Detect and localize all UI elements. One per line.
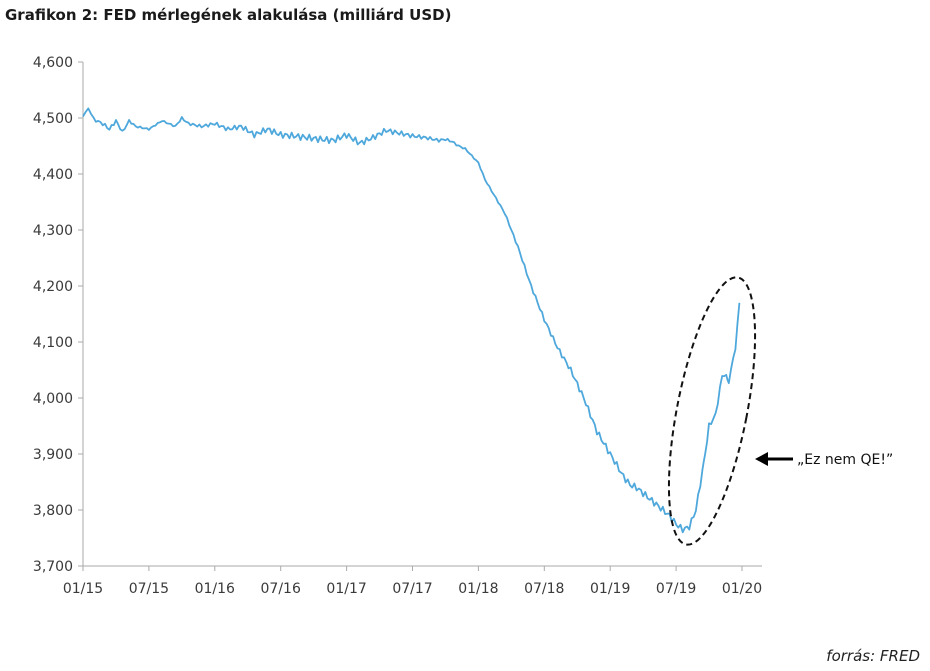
x-tick-label: 01/16 [195, 581, 235, 597]
x-tick-label: 01/17 [326, 581, 366, 597]
line-chart: 3,700 3,800 3,900 4,000 4,100 4,200 4,300 4,400… [0, 0, 930, 671]
y-tick-label: 3,800 [33, 503, 73, 519]
highlight-ellipse [652, 271, 773, 551]
annotation-arrow-icon [755, 452, 768, 466]
series-line [83, 108, 739, 532]
y-tick-label: 4,400 [33, 167, 73, 183]
annotation-label: „Ez nem QE!” [797, 452, 893, 468]
x-tick-label: 01/15 [63, 581, 103, 597]
x-tick-label: 07/17 [392, 581, 432, 597]
x-tick-label: 01/20 [722, 581, 762, 597]
x-tick-label: 07/16 [261, 581, 301, 597]
y-tick-label: 3,900 [33, 447, 73, 463]
y-tick-label: 4,000 [33, 391, 73, 407]
source-note: forrás: FRED [826, 647, 920, 665]
y-tick-label: 4,500 [33, 111, 73, 127]
y-tick-label: 4,100 [33, 335, 73, 351]
x-tick-label: 07/15 [129, 581, 169, 597]
y-tick-label: 4,200 [33, 279, 73, 295]
x-tick-label: 07/19 [656, 581, 696, 597]
x-axis-ticks: 01/15 07/15 01/16 07/16 01/17 07/17 01/18 07/18… [63, 566, 762, 597]
x-tick-label: 07/18 [524, 581, 564, 597]
series-group [83, 108, 739, 532]
x-tick-label: 01/19 [590, 581, 630, 597]
y-tick-label: 4,600 [33, 55, 73, 71]
annotation-group: „Ez nem QE!” [652, 271, 894, 551]
y-axis-ticks: 3,700 3,800 3,900 4,000 4,100 4,200 4,300 4,400… [33, 55, 83, 575]
y-tick-label: 3,700 [33, 559, 73, 575]
x-tick-label: 01/18 [458, 581, 498, 597]
y-tick-label: 4,300 [33, 223, 73, 239]
